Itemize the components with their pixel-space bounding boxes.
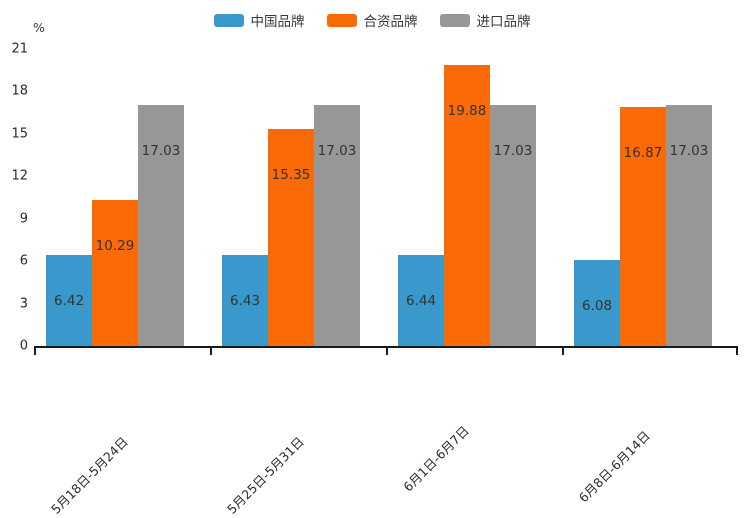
bar-value-label: 17.03 bbox=[493, 143, 533, 160]
bar-value-label: 17.03 bbox=[669, 143, 709, 160]
x-axis-tick bbox=[736, 346, 738, 355]
y-axis-tick-label: 3 bbox=[19, 296, 28, 312]
legend-item[interactable]: 合资品牌 bbox=[326, 10, 418, 30]
bar[interactable] bbox=[46, 255, 92, 346]
legend-item[interactable]: 进口品牌 bbox=[439, 10, 531, 30]
x-axis-tick bbox=[562, 346, 564, 355]
x-axis-tick bbox=[386, 346, 388, 355]
bar[interactable] bbox=[666, 105, 712, 346]
y-axis-unit-label: % bbox=[33, 20, 45, 35]
bar-value-label: 17.03 bbox=[141, 143, 181, 160]
legend-item-label: 进口品牌 bbox=[476, 14, 531, 30]
legend-swatch-icon bbox=[213, 13, 244, 27]
y-axis-tick-label: 9 bbox=[19, 211, 28, 227]
bar[interactable] bbox=[268, 128, 314, 346]
y-axis-tick-label: 18 bbox=[11, 83, 28, 99]
x-axis-tick bbox=[210, 346, 212, 355]
y-axis-tick-label: 0 bbox=[19, 338, 28, 354]
legend-swatch-icon bbox=[326, 13, 357, 27]
bar-value-label: 10.29 bbox=[95, 238, 135, 255]
bar[interactable] bbox=[620, 107, 666, 346]
legend-swatch-icon bbox=[439, 13, 470, 27]
legend-item[interactable]: 中国品牌 bbox=[213, 10, 305, 30]
x-axis-tick bbox=[34, 346, 36, 355]
bar-value-label: 6.42 bbox=[53, 293, 85, 310]
y-axis-tick-label: 6 bbox=[19, 253, 28, 269]
chart-legend: 中国品牌 合资品牌 进口品牌 bbox=[0, 10, 744, 30]
bar-value-label: 16.87 bbox=[623, 145, 663, 162]
bar-chart: 中国品牌 合资品牌 进口品牌 % 0 3 6 9 12 15 18 21 6.42 10.29 17.0… bbox=[0, 10, 744, 517]
plot-area: 0 3 6 9 12 15 18 21 6.42 10.29 17.03 5月18日-5月24日 6.4… bbox=[11, 41, 738, 517]
y-axis-tick-label: 15 bbox=[11, 126, 28, 142]
bar[interactable] bbox=[138, 105, 184, 346]
bar-value-label: 6.44 bbox=[405, 292, 437, 309]
x-axis-tick-label: 6月8日-6月14日 bbox=[576, 428, 654, 506]
x-axis-tick-label: 5月25日-5月31日 bbox=[224, 434, 308, 517]
bar-value-label: 15.35 bbox=[271, 166, 311, 183]
bar-value-label: 17.03 bbox=[317, 143, 357, 160]
y-axis-tick-label: 21 bbox=[11, 41, 28, 57]
bar-value-label: 19.88 bbox=[447, 102, 487, 119]
bar-value-label: 6.08 bbox=[581, 298, 613, 314]
legend-item-label: 合资品牌 bbox=[363, 14, 418, 30]
x-axis-tick-label: 6月1日-6月7日 bbox=[400, 422, 472, 495]
bar-value-label: 6.43 bbox=[229, 293, 261, 310]
bar[interactable] bbox=[574, 260, 620, 346]
x-axis-tick-label: 5月18日-5月24日 bbox=[48, 434, 132, 517]
bar[interactable] bbox=[490, 105, 536, 346]
bar[interactable] bbox=[92, 200, 138, 346]
y-axis-tick-label: 12 bbox=[11, 168, 28, 184]
bar[interactable] bbox=[314, 105, 360, 346]
legend-item-label: 中国品牌 bbox=[250, 14, 305, 30]
bar[interactable] bbox=[444, 64, 490, 346]
bar[interactable] bbox=[398, 254, 444, 346]
bar[interactable] bbox=[222, 255, 268, 346]
